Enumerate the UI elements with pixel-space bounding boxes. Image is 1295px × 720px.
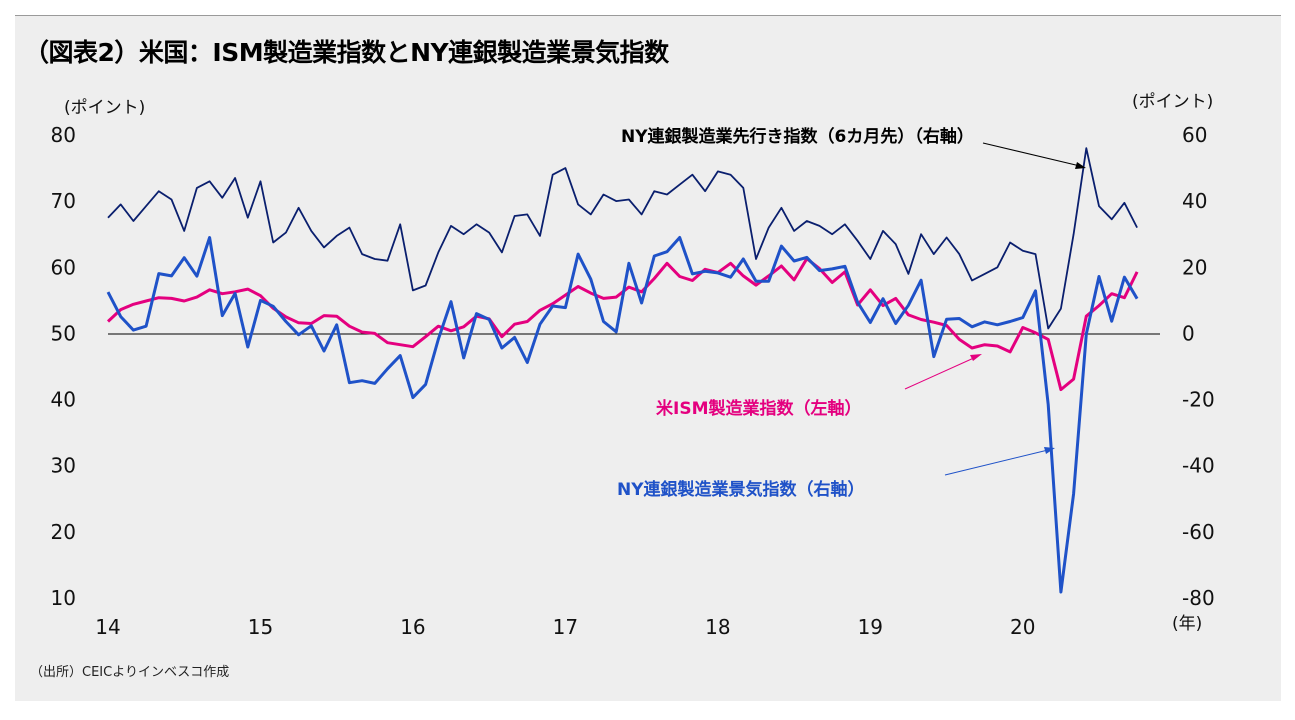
right-axis-tick-label: 40 (1182, 189, 1207, 213)
left-axis-tick-label: 40 (51, 388, 76, 412)
series-line-ny-current (106, 236, 1139, 594)
left-axis-tick-label: 60 (51, 255, 76, 279)
x-axis-tick-label: 20 (1010, 615, 1035, 639)
x-axis-tick-label: 19 (858, 615, 883, 639)
left-axis-tick-label: 20 (51, 520, 76, 544)
x-axis-tick-label: 16 (400, 615, 425, 639)
left-axis-unit-label: (ポイント) (64, 98, 145, 118)
x-axis-tick-label: 15 (248, 615, 273, 639)
right-axis-tick-label: 20 (1182, 255, 1207, 279)
right-axis-tick-label: -60 (1182, 520, 1215, 544)
left-axis-ticks: 80 70 60 50 40 30 20 10 (51, 123, 76, 610)
arrowhead-ism (970, 354, 982, 361)
x-axis-tick-label: 18 (705, 615, 730, 639)
left-axis-tick-label: 70 (51, 189, 76, 213)
x-axis-ticks: 14 15 16 17 18 19 20 (95, 615, 1035, 639)
x-axis-tick-label: 14 (95, 615, 120, 639)
annotation-ny-current: NY連銀製造業景気指数（右軸） (617, 479, 865, 500)
x-axis-unit-label: (年) (1172, 614, 1202, 634)
chart-title: （図表2）米国：ISM製造業指数とNY連銀製造業景気指数 (24, 38, 669, 67)
right-axis-tick-label: -40 (1182, 454, 1215, 478)
right-axis-unit-label: (ポイント) (1132, 92, 1213, 112)
right-axis-tick-label: -20 (1182, 388, 1215, 412)
x-axis-tick-label: 17 (553, 615, 578, 639)
arrow-ism (904, 356, 977, 390)
chart-panel (15, 15, 1281, 701)
arrowhead-ny-current (1044, 447, 1055, 454)
annotation-ny-future: NY連銀製造業先行き指数（6カ月先）（右軸） (621, 126, 974, 147)
arrow-ny-future (982, 142, 1081, 167)
right-axis-tick-label: -80 (1182, 586, 1215, 610)
left-axis-tick-label: 30 (51, 454, 76, 478)
series-line-ny-future (107, 147, 1138, 330)
arrow-ny-current (944, 449, 1049, 476)
source-note: （出所）CEICよりインベスコ作成 (30, 665, 230, 680)
right-axis-ticks: 60 40 20 0 -20 -40 -60 -80 (1182, 123, 1215, 610)
left-axis-tick-label: 50 (51, 321, 76, 345)
annotation-ism: 米ISM製造業指数（左軸） (656, 398, 862, 419)
left-axis-tick-label: 80 (51, 123, 76, 147)
right-axis-tick-label: 60 (1182, 123, 1207, 147)
arrowhead-ny-future (1075, 162, 1086, 169)
right-axis-tick-label: 0 (1182, 321, 1195, 345)
top-rule (15, 15, 1281, 16)
left-axis-tick-label: 10 (51, 586, 76, 610)
